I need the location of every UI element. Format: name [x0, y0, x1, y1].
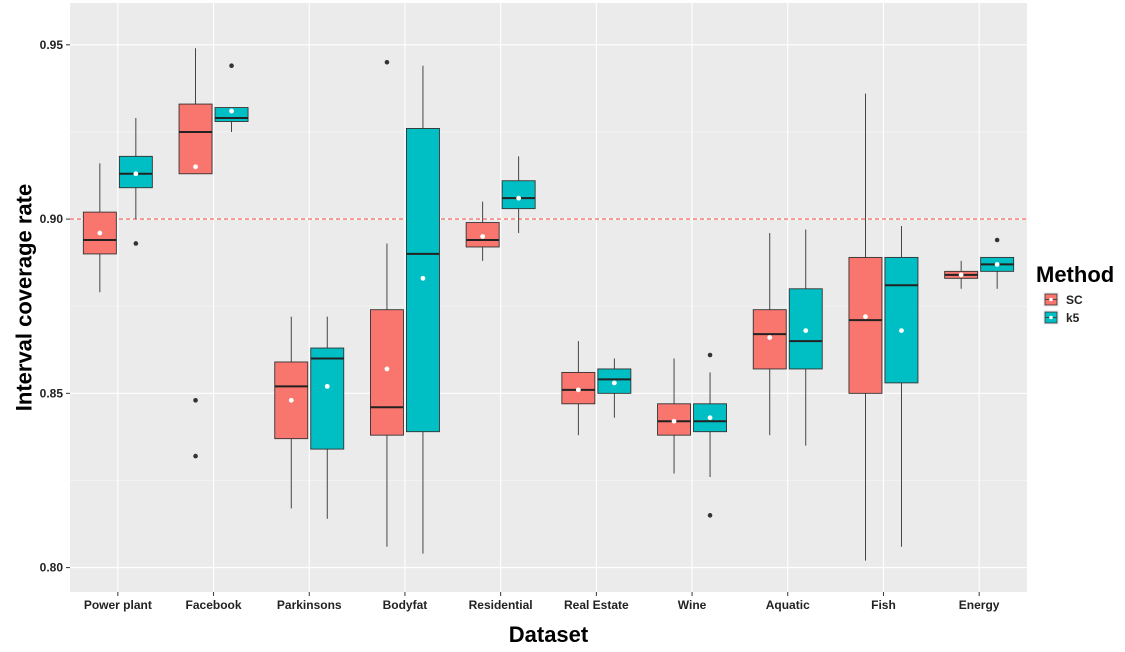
outlier-point — [193, 453, 198, 459]
x-tick-label: Aquatic — [766, 598, 810, 612]
legend-key-SC: SC — [1043, 292, 1083, 307]
mean-point — [324, 383, 330, 389]
outlier-point — [229, 63, 234, 69]
y-axis-title: Interval coverage rate — [12, 184, 37, 411]
grid-lines — [70, 3, 1027, 592]
box-k5-aquatic — [788, 229, 823, 446]
x-tick-label: Facebook — [186, 598, 242, 612]
mean-point — [958, 272, 964, 278]
mean-point — [229, 108, 234, 114]
box-SC-facebook — [178, 48, 213, 459]
mean-point — [994, 261, 1000, 267]
mean-point — [420, 275, 426, 281]
outlier-point — [384, 59, 390, 65]
box-SC-fish — [848, 93, 883, 561]
mean-point — [863, 314, 868, 320]
legend-key-k5: k5 — [1043, 310, 1080, 325]
mean-point — [193, 164, 198, 170]
y-tick-label: 0.95 — [40, 38, 64, 52]
y-tick-label: 0.85 — [40, 386, 64, 400]
box-k5-residential — [501, 156, 536, 234]
box-iqr — [370, 309, 404, 436]
legend-label: k5 — [1066, 311, 1080, 325]
box-iqr — [597, 368, 632, 394]
box-SC-bodyfat — [370, 59, 404, 547]
box-SC-aquatic — [752, 233, 787, 436]
outlier-point — [994, 237, 1000, 243]
x-axis-title: Dataset — [509, 622, 589, 647]
box-SC-real-estate — [561, 341, 596, 436]
outlier-point — [133, 241, 139, 246]
mean-point — [516, 195, 522, 201]
box-iqr — [884, 256, 919, 384]
mean-point — [767, 335, 773, 340]
y-tick-label: 0.80 — [40, 561, 64, 575]
mean-point — [97, 230, 103, 236]
x-tick-label: Residential — [469, 598, 533, 612]
box-iqr — [501, 180, 536, 210]
x-tick-label: Wine — [678, 598, 707, 612]
mean-point — [575, 387, 581, 393]
box-iqr — [178, 103, 213, 175]
box-iqr — [310, 347, 345, 450]
mean-point — [288, 397, 294, 403]
box-k5-power-plant — [118, 118, 153, 246]
box-SC-wine — [657, 358, 691, 474]
box-k5-bodyfat — [406, 65, 440, 554]
mean-point — [611, 380, 617, 386]
x-tick-label: Energy — [959, 598, 1000, 612]
box-iqr — [274, 361, 309, 440]
legend-mean-mark — [1049, 297, 1053, 302]
box-k5-energy — [980, 237, 1015, 289]
box-k5-facebook — [214, 63, 249, 132]
outlier-point — [707, 352, 713, 358]
box-k5-wine — [693, 352, 727, 518]
box-SC-power-plant — [82, 163, 117, 293]
mean-point — [803, 328, 809, 334]
box-iqr — [848, 256, 883, 394]
legend-title: Method — [1036, 262, 1114, 287]
mean-point — [480, 234, 486, 239]
box-SC-parkinsons — [274, 316, 309, 509]
legend: Method SC k5 — [1036, 262, 1114, 325]
mean-point — [899, 328, 904, 334]
box-k5-real-estate — [597, 358, 632, 418]
boxes-layer — [82, 48, 1015, 561]
mean-point — [384, 366, 390, 372]
mean-point — [133, 171, 139, 177]
x-tick-label: Power plant — [84, 598, 152, 612]
box-SC-residential — [465, 201, 500, 261]
legend-mean-mark — [1049, 315, 1053, 320]
mean-point — [707, 415, 713, 421]
box-k5-fish — [884, 226, 919, 547]
y-tick-label: 0.90 — [40, 212, 64, 226]
x-tick-label: Bodyfat — [383, 598, 428, 612]
box-k5-parkinsons — [310, 316, 345, 519]
box-SC-energy — [944, 260, 979, 289]
x-tick-label: Real Estate — [564, 598, 629, 612]
outlier-point — [707, 513, 713, 518]
y-axis: 0.80 0.85 0.90 0.95 — [40, 38, 70, 575]
x-tick-label: Parkinsons — [277, 598, 342, 612]
mean-point — [671, 418, 677, 424]
x-axis: Power plant Facebook Parkinsons Bodyfat Resi… — [84, 592, 1000, 612]
legend-label: SC — [1066, 293, 1083, 307]
x-tick-label: Fish — [871, 598, 896, 612]
outlier-point — [193, 398, 198, 403]
